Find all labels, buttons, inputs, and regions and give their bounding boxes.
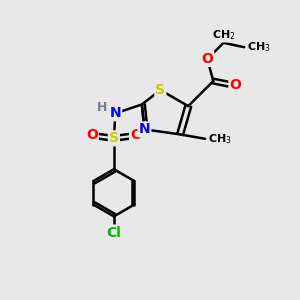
- Text: S: S: [109, 131, 119, 145]
- Text: O: O: [201, 52, 213, 66]
- Text: N: N: [110, 106, 121, 120]
- Text: CH$_3$: CH$_3$: [247, 40, 271, 54]
- Text: N: N: [139, 122, 150, 136]
- Text: S: S: [155, 83, 165, 97]
- Text: H: H: [97, 101, 107, 114]
- Text: CH$_2$: CH$_2$: [212, 28, 236, 42]
- Text: O: O: [86, 128, 98, 142]
- Text: Cl: Cl: [106, 226, 121, 240]
- Text: CH$_3$: CH$_3$: [208, 132, 232, 146]
- Text: O: O: [230, 79, 241, 92]
- Text: O: O: [130, 128, 142, 142]
